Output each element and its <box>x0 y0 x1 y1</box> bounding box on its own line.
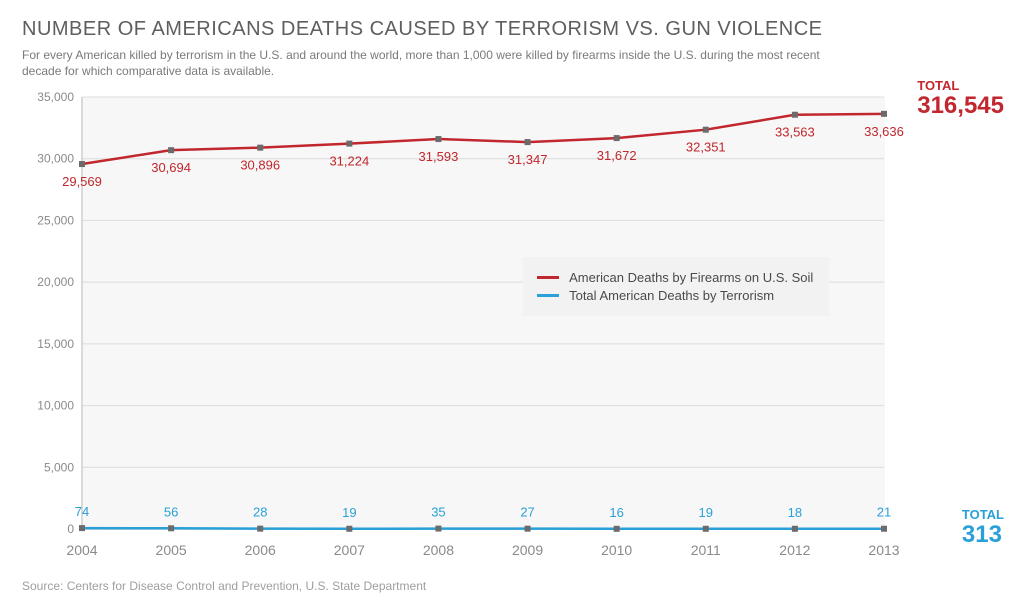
svg-text:33,563: 33,563 <box>775 125 815 140</box>
svg-text:20,000: 20,000 <box>37 276 74 290</box>
svg-text:10,000: 10,000 <box>37 399 74 413</box>
total-firearms-value: 316,545 <box>917 93 1004 118</box>
svg-text:2005: 2005 <box>156 542 187 558</box>
svg-text:19: 19 <box>342 505 356 520</box>
svg-text:56: 56 <box>164 505 178 520</box>
legend-label: American Deaths by Firearms on U.S. Soil <box>569 270 813 285</box>
legend-item: American Deaths by Firearms on U.S. Soil <box>537 270 813 285</box>
svg-text:18: 18 <box>788 505 802 520</box>
source-attribution: Source: Centers for Disease Control and … <box>22 579 1002 593</box>
svg-text:29,569: 29,569 <box>62 174 102 189</box>
svg-text:74: 74 <box>75 504 89 519</box>
svg-text:2008: 2008 <box>423 542 454 558</box>
svg-text:35: 35 <box>431 505 445 520</box>
svg-text:19: 19 <box>699 505 713 520</box>
svg-text:25,000: 25,000 <box>37 214 74 228</box>
svg-text:28: 28 <box>253 505 267 520</box>
svg-text:2007: 2007 <box>334 542 365 558</box>
legend-swatch <box>537 276 559 279</box>
svg-text:2011: 2011 <box>691 542 721 558</box>
svg-text:31,224: 31,224 <box>329 154 369 169</box>
svg-text:2004: 2004 <box>66 542 97 558</box>
svg-text:2006: 2006 <box>245 542 276 558</box>
svg-text:0: 0 <box>67 522 74 536</box>
total-terrorism-label: TOTAL <box>962 507 1004 522</box>
svg-text:5,000: 5,000 <box>44 461 74 475</box>
svg-text:32,351: 32,351 <box>686 140 726 155</box>
svg-text:2009: 2009 <box>512 542 543 558</box>
total-firearms: TOTAL 316,545 <box>917 78 1004 118</box>
chart-title: NUMBER OF AMERICANS DEATHS CAUSED BY TER… <box>22 18 1002 41</box>
line-chart: 0 5,000 10,000 15,000 20,000 25,000 30,000 35,0… <box>22 87 1004 575</box>
total-terrorism-value: 313 <box>962 522 1004 547</box>
svg-text:30,694: 30,694 <box>151 161 191 176</box>
svg-text:31,672: 31,672 <box>597 148 637 163</box>
svg-text:30,000: 30,000 <box>37 152 74 166</box>
svg-text:2012: 2012 <box>779 542 810 558</box>
svg-text:31,593: 31,593 <box>419 149 459 164</box>
svg-text:21: 21 <box>877 505 891 520</box>
total-terrorism: TOTAL 313 <box>962 507 1004 547</box>
svg-text:35,000: 35,000 <box>37 90 74 104</box>
legend-label: Total American Deaths by Terrorism <box>569 288 774 303</box>
legend-item: Total American Deaths by Terrorism <box>537 288 813 303</box>
svg-text:33,636: 33,636 <box>864 124 904 139</box>
svg-text:27: 27 <box>520 505 534 520</box>
chart-subtitle: For every American killed by terrorism i… <box>22 47 842 79</box>
legend-swatch <box>537 294 559 297</box>
chart-container: 0 5,000 10,000 15,000 20,000 25,000 30,000 35,0… <box>22 87 1004 575</box>
svg-text:2013: 2013 <box>868 542 899 558</box>
legend: American Deaths by Firearms on U.S. Soil… <box>523 257 829 316</box>
svg-text:31,347: 31,347 <box>508 152 548 167</box>
svg-text:30,896: 30,896 <box>240 158 280 173</box>
total-firearms-label: TOTAL <box>917 78 1004 93</box>
svg-text:2010: 2010 <box>601 542 632 558</box>
svg-text:16: 16 <box>609 505 623 520</box>
svg-text:15,000: 15,000 <box>37 337 74 351</box>
